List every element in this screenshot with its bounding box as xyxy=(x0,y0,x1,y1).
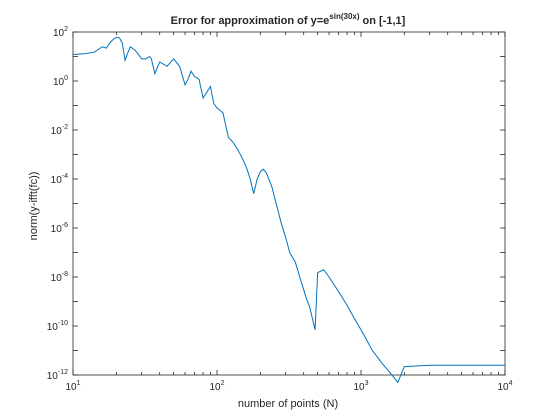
tick-marks xyxy=(72,31,506,376)
x-tick-label: 104 xyxy=(497,380,512,393)
y-tick-label: 10-6 xyxy=(51,222,68,235)
y-tick-label: 102 xyxy=(53,26,68,39)
y-tick-label: 10-4 xyxy=(51,173,68,186)
y-tick-label: 10-2 xyxy=(51,124,68,137)
x-tick-labels: 101 102 103 104 xyxy=(65,380,512,393)
y-axis-label: norm(y-ifft(fc)) xyxy=(28,172,40,241)
plot-area: 101 102 103 104 10-1210-1010-810-610-410-21… xyxy=(47,26,513,393)
x-tick-label: 102 xyxy=(209,380,224,393)
y-tick-labels: 10-12 10-10 10-8 10-6 10-4 10-2 100 102 xyxy=(47,26,68,382)
chart-title: Error for approximation of y=esin(30x) o… xyxy=(171,12,406,27)
y-tick-label: 10-10 xyxy=(47,320,68,333)
error-series-line xyxy=(72,36,505,384)
y-tick-label: 10-12 xyxy=(47,369,68,382)
x-tick-label: 103 xyxy=(353,380,368,393)
y-tick-label: 100 xyxy=(53,75,68,88)
y-tick-label: 10-8 xyxy=(51,271,68,284)
x-axis-label: number of points (N) xyxy=(238,398,338,410)
x-tick-label: 101 xyxy=(65,380,80,393)
